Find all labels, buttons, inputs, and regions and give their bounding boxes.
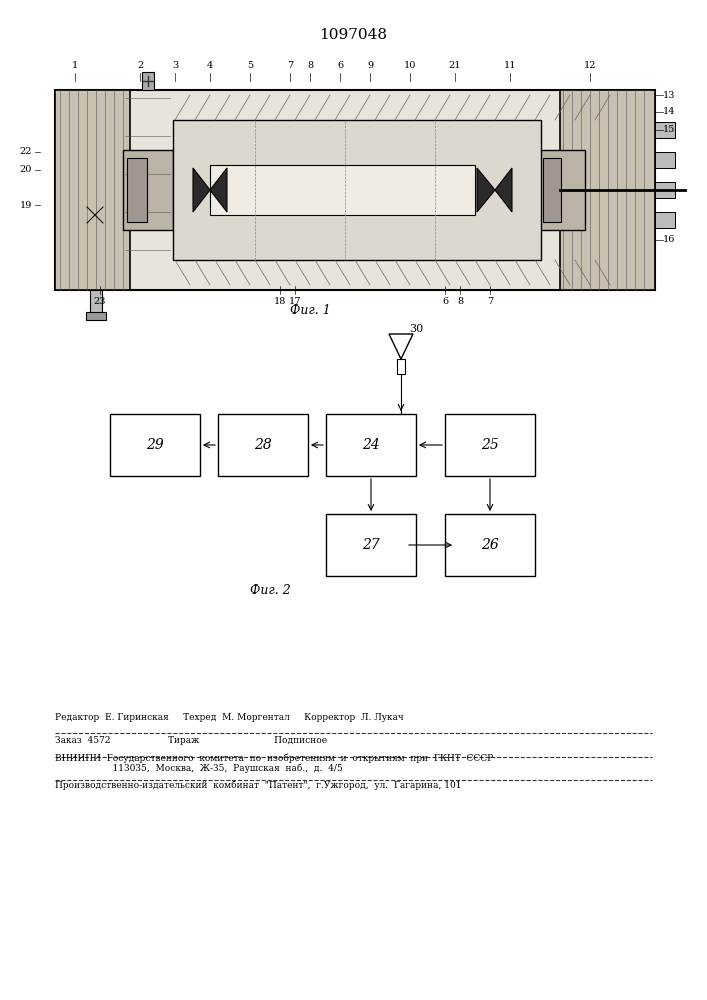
Text: 17: 17	[288, 298, 301, 306]
Bar	[173, 120, 541, 260]
Bar	[86, 312, 106, 320]
Text: 12: 12	[584, 60, 596, 70]
Text: Фиг. 2: Фиг. 2	[250, 584, 291, 596]
Bar	[655, 152, 675, 168]
Bar	[655, 182, 675, 198]
Polygon shape	[193, 168, 210, 212]
Bar	[326, 514, 416, 576]
Text: 28: 28	[254, 438, 272, 452]
Bar	[560, 90, 655, 290]
Bar	[135, 180, 560, 200]
Bar	[543, 158, 561, 222]
Bar	[397, 359, 405, 374]
Bar	[655, 212, 675, 228]
Text: 15: 15	[663, 125, 675, 134]
Text: Фиг. 1: Фиг. 1	[290, 304, 330, 316]
Polygon shape	[389, 334, 413, 359]
Text: 3: 3	[172, 60, 178, 70]
Text: 22: 22	[20, 147, 32, 156]
Text: 1: 1	[72, 60, 78, 70]
Text: 13: 13	[663, 91, 675, 100]
Text: 8: 8	[307, 60, 313, 70]
Bar	[445, 514, 535, 576]
Text: Производственно-издательский  комбинат  "Патент",  г.Ужгород,  ул.  Гагарина, 10: Производственно-издательский комбинат "П…	[55, 780, 462, 790]
Text: 18: 18	[274, 298, 286, 306]
Text: 19: 19	[20, 200, 32, 210]
Bar	[655, 122, 675, 138]
Text: 7: 7	[287, 60, 293, 70]
Text: 5: 5	[247, 60, 253, 70]
Text: 20: 20	[20, 165, 32, 174]
Bar	[90, 290, 102, 315]
Text: 6: 6	[337, 60, 343, 70]
Text: 23: 23	[94, 298, 106, 306]
Text: 9: 9	[367, 60, 373, 70]
Text: 11: 11	[504, 60, 516, 70]
Text: 21: 21	[449, 60, 461, 70]
Text: 14: 14	[663, 107, 675, 116]
Bar	[445, 414, 535, 476]
Bar	[110, 414, 200, 476]
Text: 7: 7	[487, 298, 493, 306]
Bar	[210, 165, 475, 215]
Text: 27: 27	[362, 538, 380, 552]
Bar	[537, 150, 585, 230]
Text: 1097048: 1097048	[319, 28, 387, 42]
Polygon shape	[495, 168, 512, 212]
Text: Редактор  Е. Гиринская     Техред  М. Моргентал     Корректор  Л. Лукач: Редактор Е. Гиринская Техред М. Моргента…	[55, 713, 404, 722]
Text: 16: 16	[663, 235, 675, 244]
Bar	[218, 414, 308, 476]
Bar	[55, 90, 655, 290]
Text: 29: 29	[146, 438, 164, 452]
Bar	[123, 150, 173, 230]
Text: 26: 26	[481, 538, 499, 552]
Text: ВНИИПИ  Государственного  комитета  по  изобретениям  и  открытиям  при  ГКНТ  С: ВНИИПИ Государственного комитета по изоб…	[55, 754, 493, 763]
Text: 4: 4	[207, 60, 213, 70]
Text: 6: 6	[442, 298, 448, 306]
Text: 10: 10	[404, 60, 416, 70]
Polygon shape	[210, 168, 227, 212]
Text: 25: 25	[481, 438, 499, 452]
Bar	[127, 158, 147, 222]
Text: 113035,  Москва,  Ж-35,  Раушская  наб.,  д.  4/5: 113035, Москва, Ж-35, Раушская наб., д. …	[55, 764, 343, 773]
Polygon shape	[477, 168, 495, 212]
Text: 30: 30	[409, 324, 423, 334]
Bar	[326, 414, 416, 476]
Text: Заказ  4572                    Тираж                          Подписное: Заказ 4572 Тираж Подписное	[55, 736, 327, 745]
Bar	[142, 72, 154, 90]
Bar	[55, 90, 130, 290]
Text: 2: 2	[137, 60, 143, 70]
Text: 24: 24	[362, 438, 380, 452]
Bar	[130, 172, 560, 208]
Text: 8: 8	[457, 298, 463, 306]
